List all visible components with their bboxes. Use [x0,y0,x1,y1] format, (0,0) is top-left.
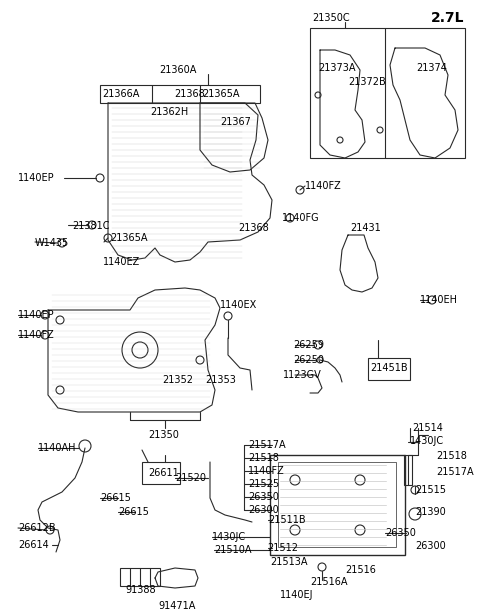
Text: 21513A: 21513A [270,557,308,567]
Text: 21517A: 21517A [248,440,286,450]
Text: 91388: 91388 [125,585,156,595]
Text: 21353: 21353 [205,375,236,385]
Text: 21368: 21368 [174,89,205,99]
Bar [368,358,410,380]
Text: 21352: 21352 [162,375,193,385]
Text: 1430JC: 1430JC [410,436,444,446]
Text: 1140FZ: 1140FZ [248,466,285,476]
Text: 21365A: 21365A [202,89,240,99]
Text: W1435: W1435 [35,238,69,248]
Text: 21431: 21431 [350,223,381,233]
Bar [310,28,465,158]
Text: 1123GV: 1123GV [283,370,322,380]
Text: 21514: 21514 [412,423,443,433]
Text: 21350C: 21350C [312,13,349,23]
Text: 26615: 26615 [100,493,131,503]
Bar [120,568,160,586]
Text: 21381C: 21381C [72,221,109,231]
Text: 26259: 26259 [293,340,324,350]
Text: 21372B: 21372B [348,77,386,87]
Bar [142,462,180,484]
Text: 1430JC: 1430JC [212,532,246,542]
Bar [100,85,260,103]
Text: 26350: 26350 [248,492,279,502]
Text: 26611: 26611 [148,468,179,478]
Text: 1140FG: 1140FG [282,213,320,223]
Text: 26612B: 26612B [18,523,56,533]
Text: 91471A: 91471A [158,601,195,611]
Text: 26300: 26300 [248,505,279,515]
Text: 21515: 21515 [415,485,446,495]
Text: 21390: 21390 [415,507,446,517]
Text: 1140AH: 1140AH [38,443,76,453]
Text: 21516A: 21516A [310,577,348,587]
Bar [270,455,405,555]
Text: 21366A: 21366A [102,89,139,99]
Text: 21518: 21518 [248,453,279,463]
Text: 1140EP: 1140EP [18,173,55,183]
Text: 1140FZ: 1140FZ [305,181,342,191]
Bar [404,455,412,485]
Text: 21362H: 21362H [150,107,188,117]
Text: 1140EP: 1140EP [18,310,55,320]
Text: 21510A: 21510A [214,545,252,555]
Text: 21516: 21516 [345,565,376,575]
Text: 21512: 21512 [267,543,298,553]
Text: 21367: 21367 [220,117,251,127]
Bar [278,462,396,547]
Text: 1140EX: 1140EX [220,300,257,310]
Text: 21511B: 21511B [268,515,306,525]
Text: 1140EJ: 1140EJ [280,590,313,600]
Text: 21360A: 21360A [159,65,197,75]
Text: 21373A: 21373A [318,63,356,73]
Text: 21517A: 21517A [436,467,474,477]
Text: 21525: 21525 [248,479,279,489]
Text: 21365A: 21365A [110,233,147,243]
Text: 26615: 26615 [118,507,149,517]
Text: 26300: 26300 [415,541,446,551]
Text: 1140EH: 1140EH [420,295,458,305]
Text: 26250: 26250 [293,355,324,365]
Text: 21451B: 21451B [370,363,408,373]
Text: 26350: 26350 [385,528,416,538]
Text: 21350: 21350 [148,430,179,440]
Text: 26614: 26614 [18,540,49,550]
Text: 1140EZ: 1140EZ [103,257,140,267]
Text: 21374: 21374 [416,63,447,73]
Text: 21520: 21520 [175,473,206,483]
Text: 2.7L: 2.7L [431,11,465,25]
Text: 21368: 21368 [238,223,269,233]
Text: 21518: 21518 [436,451,467,461]
Text: 1140FZ: 1140FZ [18,330,55,340]
